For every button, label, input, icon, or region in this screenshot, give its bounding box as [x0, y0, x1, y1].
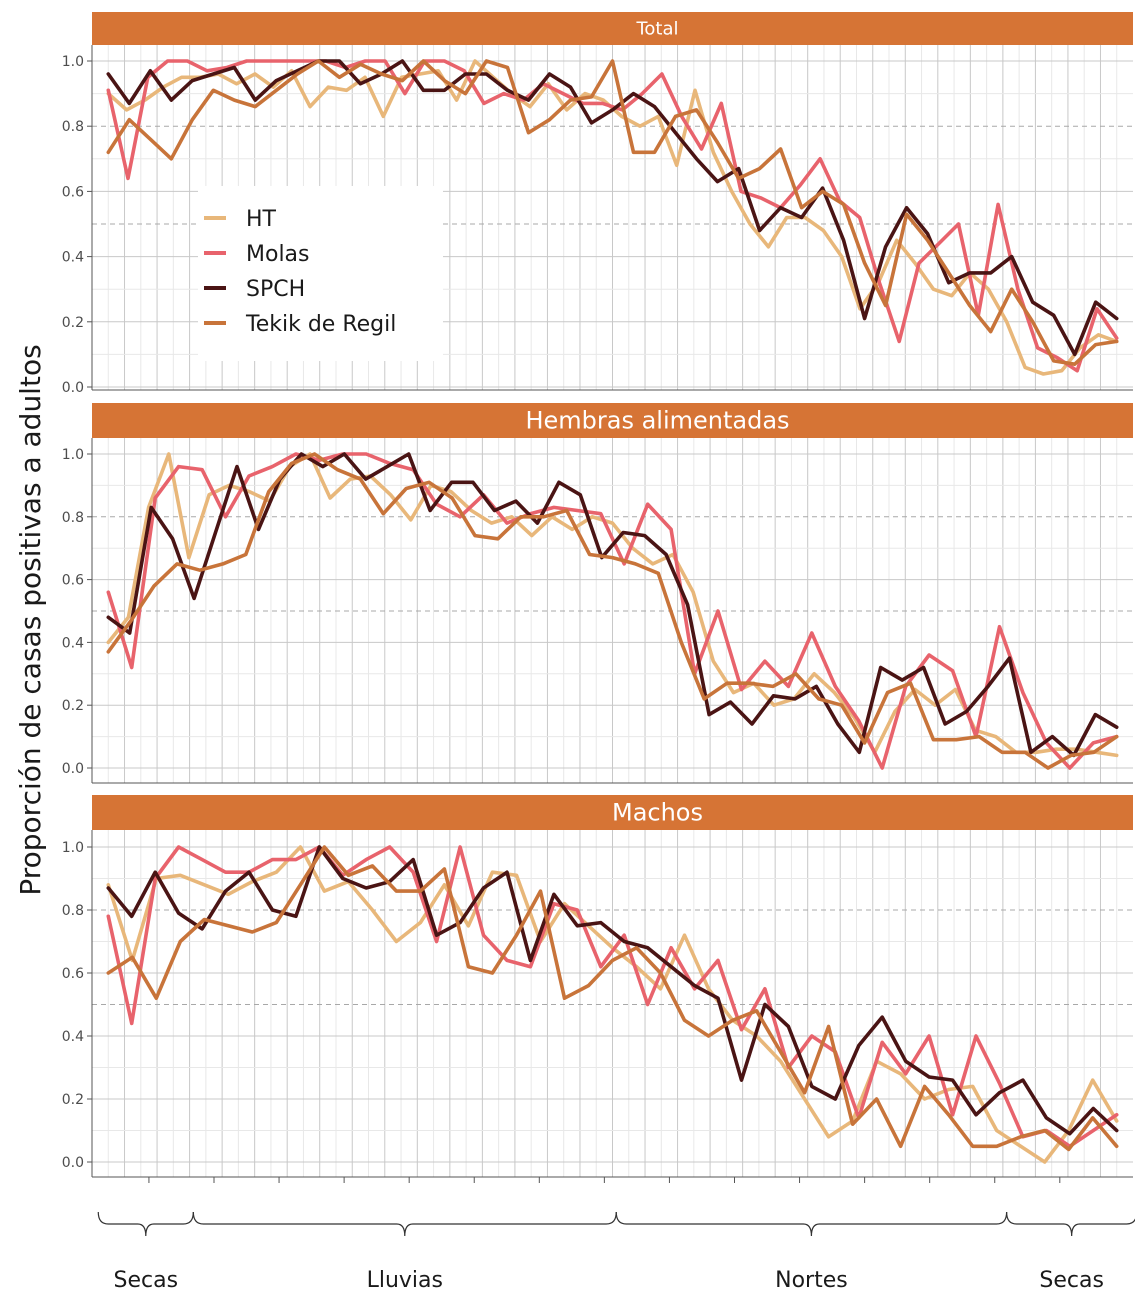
legend-item-tekik-de-regil: Tekik de Regil	[204, 312, 396, 337]
facet-strip	[92, 12, 1133, 45]
series-line-molas	[106, 452, 1119, 770]
legend: HT Molas SPCH Tekik de Regil	[198, 186, 443, 361]
season-brace	[615, 1211, 1008, 1237]
y-tick-label: 0.8	[62, 119, 84, 135]
facet-title: Machos	[612, 799, 703, 827]
season-secas: Secas	[1006, 1211, 1135, 1293]
series-line-molas	[106, 59, 1119, 373]
y-tick-label: 0.2	[62, 698, 84, 714]
y-tick-label: 0.8	[62, 510, 84, 526]
season-brace	[97, 1211, 194, 1237]
series-line-molas	[106, 845, 1119, 1149]
season-brace	[192, 1211, 617, 1237]
y-tick-label: 0.6	[62, 184, 84, 200]
y-tick-label: 0.6	[62, 573, 84, 589]
y-axis-label: Proporción de casas positivas a adultos	[14, 344, 47, 895]
season-label: Secas	[1039, 1268, 1104, 1293]
y-tick-label: 1.0	[62, 840, 84, 856]
legend-item-ht: HT	[204, 207, 277, 232]
legend-label: Molas	[246, 242, 310, 267]
series-line-tekik-de-regil	[106, 845, 1119, 1152]
legend-label: HT	[246, 207, 277, 232]
facet-strip	[92, 795, 1133, 830]
legend-label: SPCH	[246, 277, 305, 302]
season-label: Secas	[114, 1268, 179, 1293]
season-nortes: Nortes	[615, 1211, 1008, 1293]
series-line-spch	[106, 845, 1119, 1136]
y-tick-label: 0.4	[62, 1029, 84, 1045]
y-tick-label: 0.0	[62, 761, 84, 777]
season-label: Lluvias	[367, 1268, 443, 1293]
facet-title: Total	[635, 19, 678, 40]
season-lluvias: Lluvias	[192, 1211, 617, 1293]
y-tick-label: 1.0	[62, 447, 84, 463]
series-line-spch	[106, 452, 1119, 758]
legend-item-spch: SPCH	[204, 277, 305, 302]
legend-background	[198, 186, 443, 361]
y-tick-label: 0.0	[62, 1155, 84, 1171]
season-secas: Secas	[97, 1211, 194, 1293]
panel-machos: Machos 0.0 0.2 0.4 0.6 0.8 1.0	[62, 795, 1133, 1183]
series-line-ht	[106, 845, 1119, 1164]
y-tick-label: 0.4	[62, 250, 84, 266]
legend-item-molas: Molas	[204, 242, 310, 267]
season-brace	[1006, 1211, 1135, 1237]
panel-hembras-alimentadas: Hembras alimentadas 0.0 0.2 0.4 0.6 0.8 1.0	[62, 403, 1133, 784]
facet-title: Hembras alimentadas	[525, 407, 789, 435]
season-label: Nortes	[775, 1268, 848, 1293]
facet-strip	[92, 403, 1133, 438]
y-tick-label: 0.8	[62, 903, 84, 919]
series-line-tekik-de-regil	[106, 59, 1119, 367]
y-tick-label: 0.2	[62, 1092, 84, 1108]
series-line-tekik-de-regil	[106, 452, 1119, 770]
y-tick-label: 0.6	[62, 966, 84, 982]
y-tick-label: 1.0	[62, 54, 84, 70]
series-line-spch	[106, 59, 1119, 357]
y-tick-label: 0.0	[62, 380, 84, 396]
y-tick-label: 0.4	[62, 635, 84, 651]
y-tick-label: 0.2	[62, 315, 84, 331]
season-annotations: Secas Lluvias Nortes Secas	[97, 1211, 1135, 1293]
legend-label: Tekik de Regil	[245, 312, 396, 337]
